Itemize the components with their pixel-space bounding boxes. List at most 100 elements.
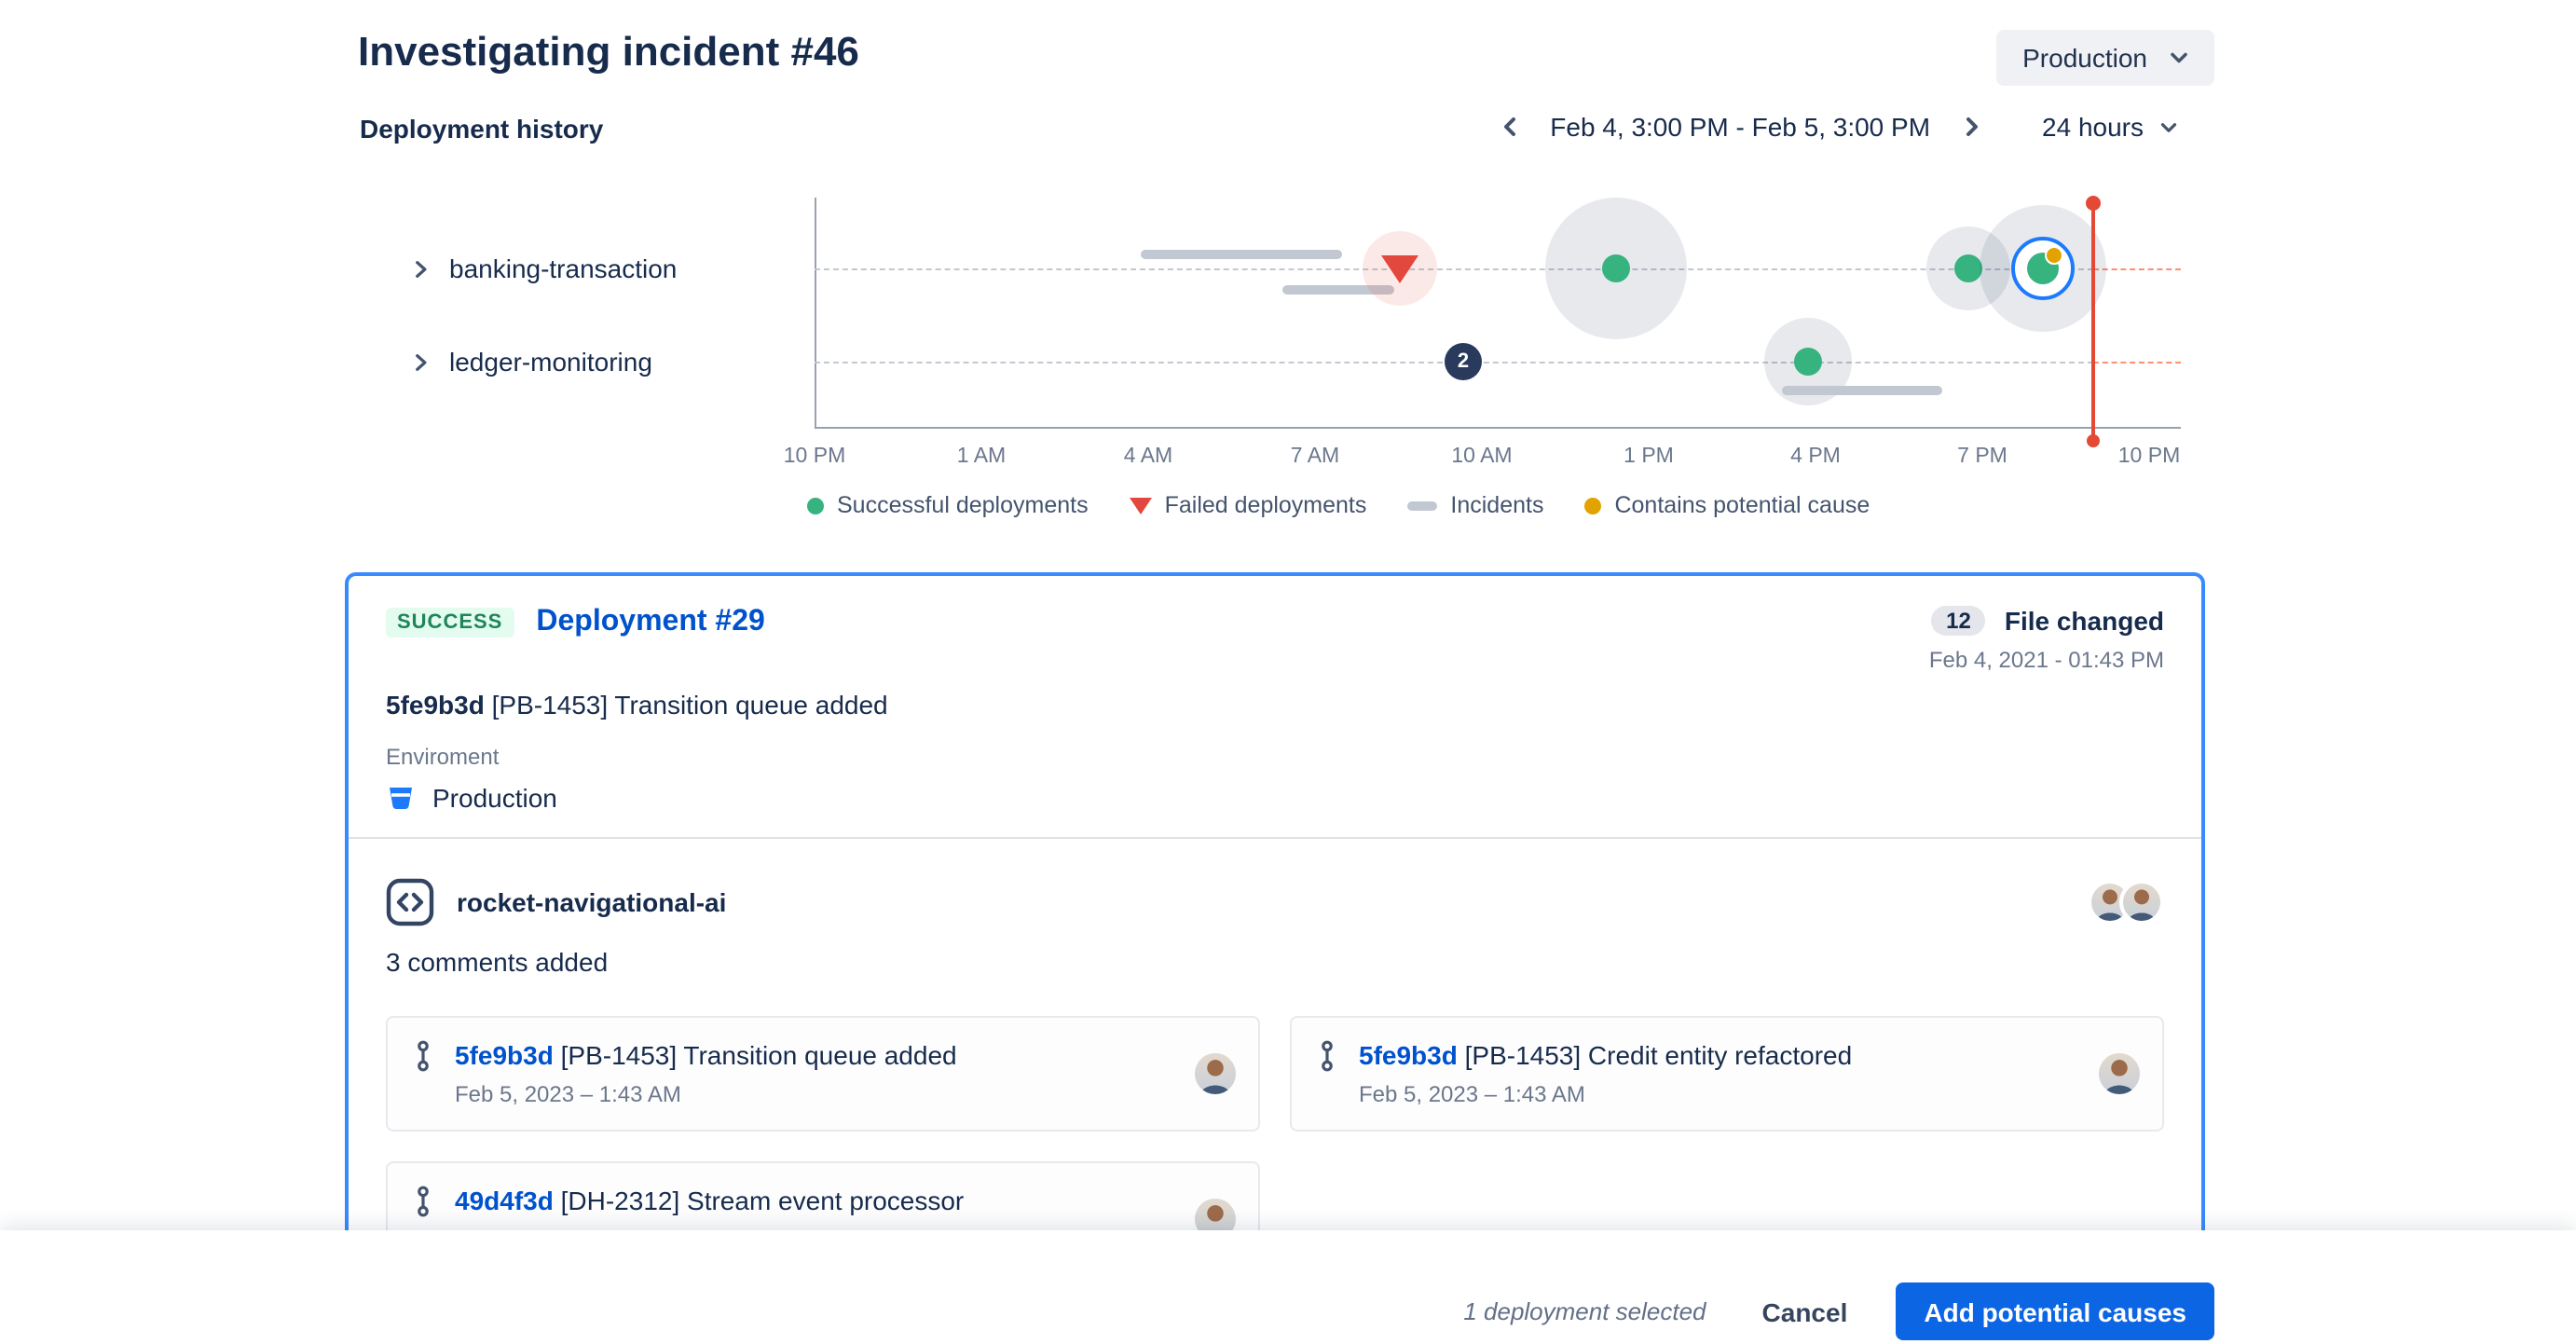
time-tick-label: 1 PM <box>1624 446 1674 468</box>
files-changed-row: 12 File changed <box>1931 606 2164 636</box>
cluster-count-badge: 2 <box>1444 343 1482 380</box>
cause-marker-icon <box>1584 497 1602 514</box>
avatar <box>1195 1053 1236 1094</box>
legend-item: Incidents <box>1407 492 1543 518</box>
cancel-button[interactable]: Cancel <box>1761 1296 1848 1326</box>
commit-hash-link[interactable]: 5fe9b3d <box>455 1040 554 1070</box>
repo-name: rocket-navigational-ai <box>457 887 727 917</box>
legend-label: Incidents <box>1450 492 1544 518</box>
page-title: Investigating incident #46 <box>358 28 859 75</box>
deployment-commit-line: 5fe9b3d [PB-1453] Transition queue added <box>386 690 2164 720</box>
next-range-button[interactable] <box>1956 112 1986 142</box>
commit-branch-icon <box>1322 1040 1333 1072</box>
commit-hash-link[interactable]: 5fe9b3d <box>1359 1040 1458 1070</box>
failed-triangle-icon <box>1380 255 1418 283</box>
success-dot-icon <box>1601 254 1630 282</box>
divider <box>349 837 2201 839</box>
potential-cause-dot-icon <box>2044 246 2063 265</box>
time-window-value: 24 hours <box>2042 112 2144 142</box>
commit-hash-link[interactable]: 49d4f3d <box>455 1186 554 1215</box>
chevron-left-icon <box>1503 117 1515 136</box>
time-tick-label: 10 PM <box>783 446 846 468</box>
success-marker-icon <box>807 497 824 514</box>
incident-marker-icon <box>1407 501 1438 510</box>
time-tick-label: 7 AM <box>1290 446 1340 468</box>
code-repo-icon <box>386 878 434 926</box>
time-selection-line[interactable] <box>2090 203 2095 444</box>
timeline-gridline-alert <box>2092 362 2182 363</box>
comments-summary: 3 comments added <box>386 947 609 977</box>
time-window-selector[interactable]: 24 hours <box>2042 112 2181 142</box>
commit-date: Feb 5, 2023 – 1:43 AM <box>1359 1081 1585 1107</box>
y-axis-line <box>815 198 816 429</box>
add-potential-causes-button[interactable]: Add potential causes <box>1896 1282 2214 1340</box>
deployment-card-meta: 12 File changed Feb 4, 2021 - 01:43 PM <box>1929 606 2164 673</box>
chevron-right-icon <box>416 260 427 277</box>
service-name: ledger-monitoring <box>449 347 652 377</box>
commit-body: 5fe9b3d [PB-1453] Transition queue added… <box>455 1038 1176 1109</box>
commit-card[interactable]: 5fe9b3d [PB-1453] Credit entity refactor… <box>1290 1016 2164 1131</box>
deployment-commit-hash: 5fe9b3d <box>386 690 485 720</box>
files-changed-count-badge: 12 <box>1931 606 1986 636</box>
success-dot-icon <box>1794 348 1823 376</box>
time-tick-label: 4 AM <box>1123 446 1173 468</box>
deployment-timestamp: Feb 4, 2021 - 01:43 PM <box>1928 647 2164 673</box>
commit-title: 5fe9b3d [PB-1453] Transition queue added <box>455 1040 957 1070</box>
time-tick-label: 1 AM <box>956 446 1007 468</box>
commit-body: 5fe9b3d [PB-1453] Credit entity refactor… <box>1359 1038 2080 1109</box>
deployment-card[interactable]: SUCCESS Deployment #29 12 File changed F… <box>345 572 2205 1344</box>
files-changed-label: File changed <box>2004 606 2164 636</box>
prev-range-button[interactable] <box>1494 112 1524 142</box>
service-row-banking-transaction[interactable]: banking-transaction <box>408 250 677 287</box>
time-tick-label: 7 PM <box>1957 446 2007 468</box>
environment-selector-value: Production <box>2022 43 2147 73</box>
legend-item: Successful deployments <box>807 492 1089 518</box>
time-tick-label: 10 PM <box>2117 446 2181 468</box>
timeline-plot: 2 <box>815 198 2182 444</box>
commit-card[interactable]: 5fe9b3d [PB-1453] Transition queue added… <box>386 1016 1260 1131</box>
repository-row: rocket-navigational-ai <box>386 878 2164 926</box>
commit-title: 5fe9b3d [PB-1453] Credit entity refactor… <box>1359 1040 1853 1070</box>
commit-date: Feb 5, 2023 – 1:43 AM <box>455 1081 681 1107</box>
deployment-commit-message: [PB-1453] Transition queue added <box>491 690 888 720</box>
chevron-down-icon <box>2171 52 2187 63</box>
deployment-title-link[interactable]: Deployment #29 <box>536 606 765 638</box>
chevron-right-icon <box>416 353 427 370</box>
chevron-down-icon <box>2160 122 2177 131</box>
time-axis: 10 PM 1 AM 4 AM 7 AM 10 AM 1 PM 4 PM 7 PM 10 PM <box>784 446 2181 472</box>
incident-bar[interactable] <box>1782 386 1942 395</box>
deployment-history-title: Deployment history <box>360 114 604 144</box>
status-badge: SUCCESS <box>386 608 514 638</box>
x-axis-line <box>815 427 2181 429</box>
legend-item: Contains potential cause <box>1584 492 1870 518</box>
chevron-right-icon <box>1966 117 1978 136</box>
service-row-ledger-monitoring[interactable]: ledger-monitoring <box>408 343 652 380</box>
timeline-gridline-alert <box>2092 268 2182 270</box>
environment-name: Production <box>432 783 557 813</box>
time-tick-label: 4 PM <box>1790 446 1841 468</box>
legend-label: Successful deployments <box>837 492 1089 518</box>
date-range-label: Feb 4, 3:00 PM - Feb 5, 3:00 PM <box>1550 112 1931 142</box>
time-tick-label: 10 AM <box>1451 446 1513 468</box>
success-dot-icon <box>1954 254 1983 282</box>
deployment-card-header: SUCCESS Deployment #29 12 File changed F… <box>386 606 2164 673</box>
legend-label: Contains potential cause <box>1614 492 1870 518</box>
deployment-card-title-group: SUCCESS Deployment #29 <box>386 606 765 639</box>
contributor-avatars <box>2088 880 2164 925</box>
timeline-gridline <box>815 268 2093 270</box>
incident-bar[interactable] <box>1281 285 1395 295</box>
commit-title: 49d4f3d [DH-2312] Stream event processor <box>455 1186 965 1215</box>
chart-legend: Successful deployments Failed deployments… <box>807 492 1870 518</box>
incident-bar[interactable] <box>1141 250 1342 259</box>
environment-label: Enviroment <box>386 744 500 770</box>
service-name: banking-transaction <box>449 254 678 283</box>
avatar <box>2119 880 2164 925</box>
legend-item: Failed deployments <box>1129 492 1367 518</box>
legend-label: Failed deployments <box>1164 492 1367 518</box>
environment-selector[interactable]: Production <box>1996 30 2214 86</box>
date-navigation: Feb 4, 3:00 PM - Feb 5, 3:00 PM 24 hours <box>1494 106 2181 147</box>
commit-branch-icon <box>418 1186 429 1217</box>
deployment-bucket-icon <box>390 788 412 810</box>
commit-branch-icon <box>418 1040 429 1072</box>
